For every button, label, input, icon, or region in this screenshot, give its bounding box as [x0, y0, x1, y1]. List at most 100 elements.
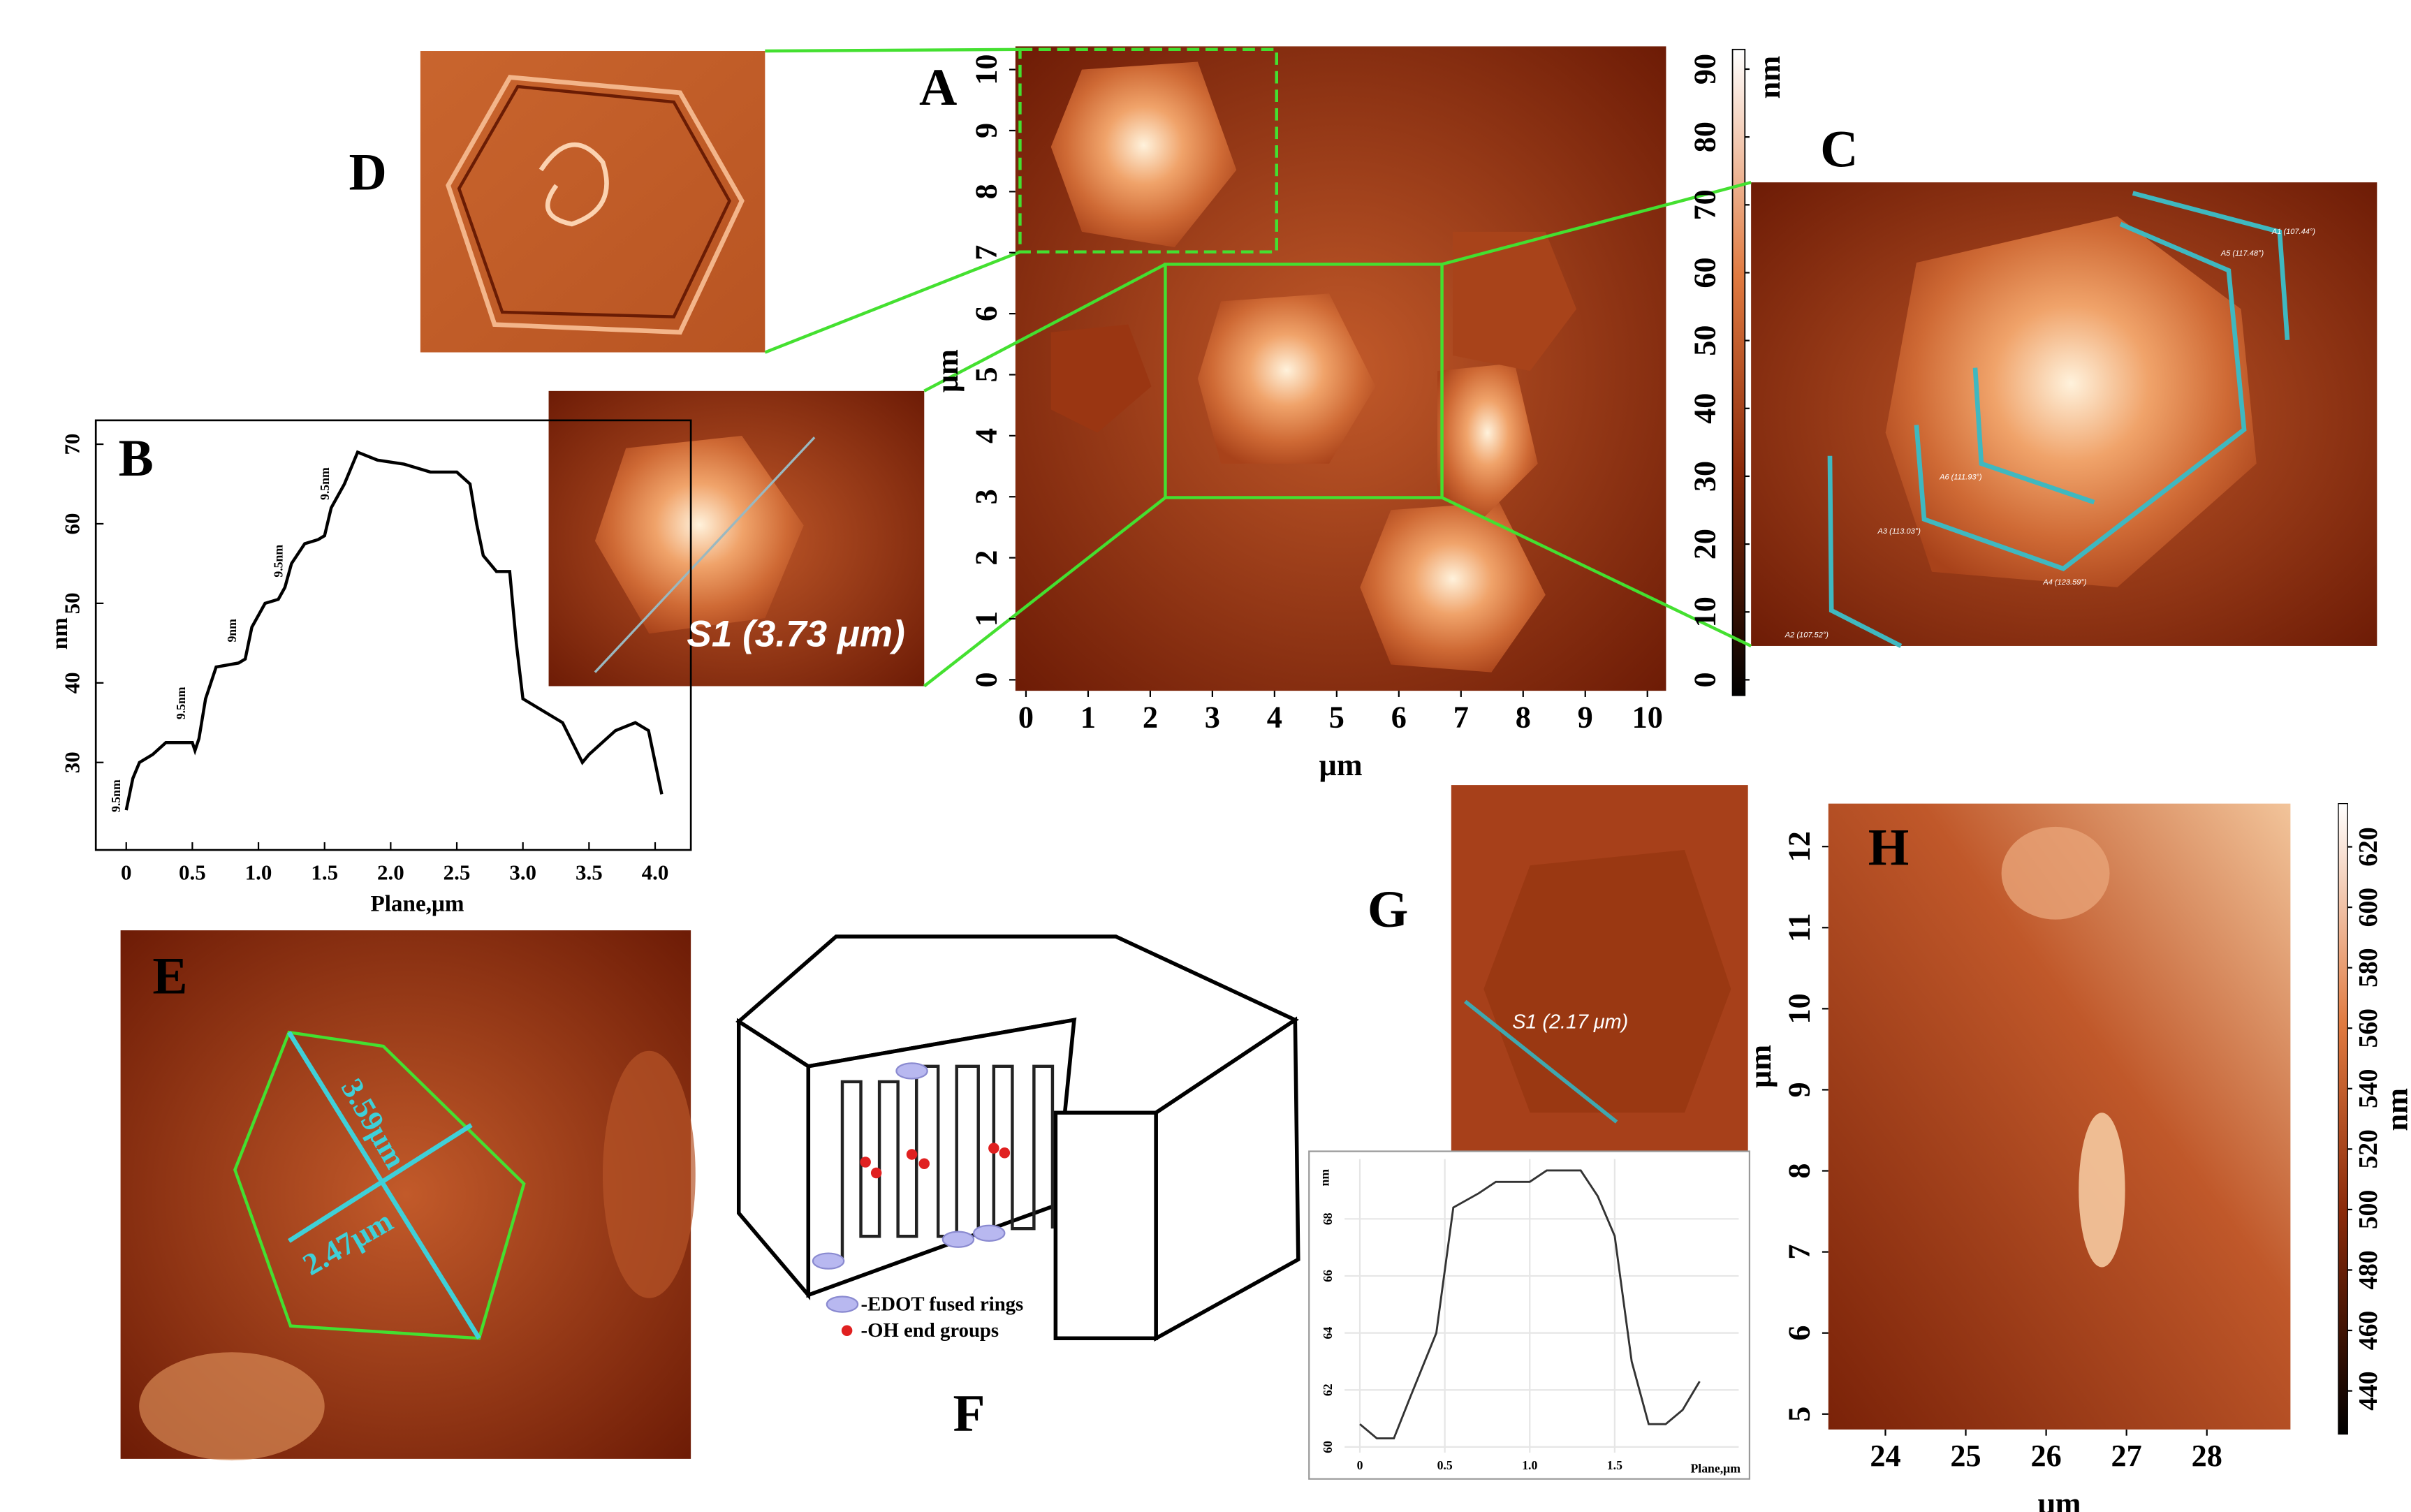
y-tick-label: 9	[969, 123, 1003, 138]
y-tick-label: 7	[969, 245, 1003, 260]
y-tick-label: 6	[969, 306, 1003, 321]
x-tick-label: 8	[1516, 700, 1531, 734]
x-tick-label: 3	[1205, 700, 1220, 734]
panel-label: H	[1868, 819, 1910, 877]
colorbar-tick-label: 30	[1687, 461, 1722, 492]
angle-label: A2 (107.52°)	[1785, 631, 1829, 639]
panel-label: D	[349, 144, 386, 202]
angle-label: A3 (113.03°)	[1877, 527, 1921, 536]
colorbar-tick-label: 80	[1687, 122, 1722, 152]
colorbar-a	[1731, 48, 1746, 696]
zoom-box-d	[1018, 47, 1279, 254]
zoom-box-bc	[1164, 263, 1444, 499]
image-d	[420, 51, 765, 353]
x-tick-label: 2.0	[377, 860, 404, 885]
panel-label: A	[919, 59, 957, 117]
y-tick-label: 66	[1321, 1270, 1335, 1282]
x-tick-label: 10	[1632, 700, 1663, 734]
y-axis-label: μm	[930, 349, 965, 392]
colorbar-tick-label: 460	[2354, 1311, 2383, 1350]
colorbar-tick-label: 560	[2354, 1008, 2383, 1048]
x-tick-label: 4.0	[642, 860, 669, 885]
panel-label: B	[119, 430, 154, 487]
profile-b-frame	[94, 419, 692, 851]
x-tick-label: 27	[2111, 1439, 2142, 1473]
colorbar-label: nm	[2380, 1088, 2411, 1131]
angle-label: A5 (117.48°)	[2220, 249, 2264, 258]
x-tick-label: 5	[1329, 700, 1344, 734]
x-tick-label: 1.5	[311, 860, 338, 885]
y-tick-label: 30	[59, 751, 84, 773]
x-tick-label: 4	[1267, 700, 1282, 734]
x-tick-label: 0	[1357, 1458, 1363, 1472]
x-tick-label: 1.0	[1522, 1458, 1537, 1472]
y-tick-label: 40	[59, 672, 84, 693]
step-label: 9.5nm	[318, 467, 332, 500]
y-tick-label: 70	[59, 434, 84, 455]
image-g	[1451, 785, 1748, 1152]
step-label: 9nm	[225, 619, 239, 643]
x-tick-label: 0.5	[1437, 1458, 1453, 1472]
x-tick-label: 1	[1080, 700, 1096, 734]
y-tick-label: 60	[1321, 1441, 1335, 1453]
y-tick-label: 9	[1782, 1082, 1816, 1097]
x-tick-label: 1.0	[245, 860, 272, 885]
x-tick-label: 2	[1143, 700, 1158, 734]
scale-label: S1 (2.17 μm)	[1512, 1011, 1628, 1033]
colorbar-tick-label: 480	[2354, 1250, 2383, 1289]
y-tick-label: 5	[969, 367, 1003, 382]
x-tick-label: 0	[121, 860, 131, 885]
x-tick-label: 3.0	[509, 860, 536, 885]
colorbar-h	[2338, 802, 2348, 1435]
legend-text: -OH end groups	[861, 1319, 999, 1342]
y-tick-label: 62	[1321, 1383, 1335, 1396]
angle-label: A1 (107.44°)	[2271, 228, 2315, 236]
colorbar-tick-label: 600	[2354, 888, 2383, 927]
image-b	[548, 390, 925, 687]
step-label: 9.5nm	[272, 545, 286, 578]
y-tick-label: 10	[1782, 993, 1816, 1024]
y-tick-label: 50	[59, 592, 84, 614]
colorbar-tick-label: 10	[1687, 596, 1722, 627]
angle-label: A4 (123.59°)	[2042, 578, 2086, 587]
colorbar-tick-label: 540	[2354, 1069, 2383, 1108]
y-axis-label: nm	[47, 617, 73, 649]
y-tick-label: 60	[59, 513, 84, 534]
colorbar-tick-label: 580	[2354, 948, 2383, 987]
x-axis-label: μm	[2038, 1487, 2081, 1512]
panel-label: C	[1820, 121, 1858, 179]
y-tick-label: 5	[1782, 1407, 1816, 1422]
panel-label: E	[152, 947, 187, 1005]
diagram-f	[735, 934, 1300, 1342]
colorbar-tick-label: 0	[1687, 672, 1722, 687]
colorbar-tick-label: 50	[1687, 325, 1722, 355]
colorbar-tick-label: 500	[2354, 1190, 2383, 1229]
angle-label: A6 (111.93°)	[1939, 474, 1982, 482]
colorbar-tick-label: 90	[1687, 54, 1722, 85]
colorbar-tick-label: 40	[1687, 393, 1722, 424]
y-tick-label: 11	[1782, 913, 1816, 942]
x-tick-label: 0.5	[179, 860, 206, 885]
x-tick-label: 1.5	[1607, 1458, 1622, 1472]
colorbar-label: nm	[1752, 56, 1787, 99]
x-tick-label: 25	[1950, 1439, 1981, 1473]
y-tick-label: 68	[1321, 1212, 1335, 1225]
colorbar-tick-label: 620	[2354, 827, 2383, 866]
y-tick-label: 2	[969, 550, 1003, 566]
y-tick-label: 8	[1782, 1163, 1816, 1178]
y-tick-label: 12	[1782, 831, 1816, 862]
profile-line	[124, 450, 664, 811]
y-tick-label: 7	[1782, 1245, 1816, 1260]
x-tick-label: 26	[2030, 1439, 2061, 1473]
profile-line	[1359, 1169, 1701, 1440]
step-label: 9.5nm	[174, 687, 188, 719]
colorbar-tick-label: 20	[1687, 529, 1722, 559]
y-tick-label: 64	[1321, 1327, 1335, 1339]
y-tick-label: 10	[969, 54, 1003, 85]
y-tick-label: 4	[969, 428, 1003, 443]
x-tick-label: 9	[1578, 700, 1593, 734]
image-a	[1015, 46, 1666, 691]
x-axis-label: μm	[1319, 748, 1363, 782]
